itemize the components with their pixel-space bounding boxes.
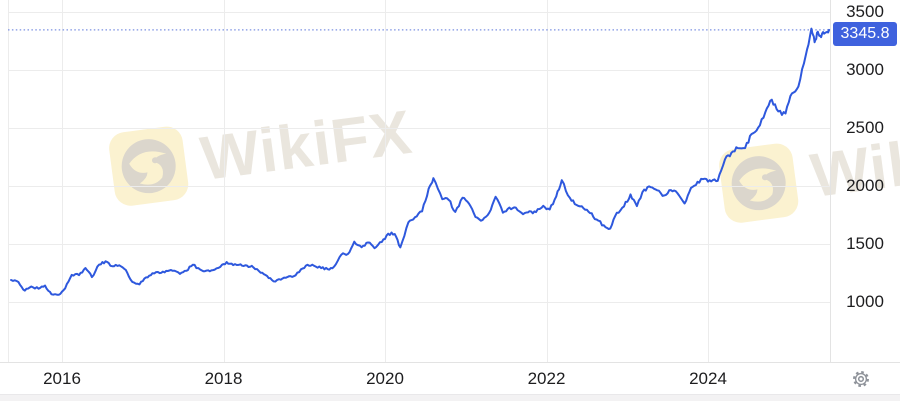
watermark: WikiFX [107,95,416,208]
x-axis-tick-label: 2022 [527,369,566,388]
bottom-scrollbar-track [0,394,900,401]
x-axis-tick-label: 2020 [366,369,404,388]
current-price-badge: 3345.8 [833,22,897,46]
wikifx-logo-icon [717,141,801,225]
settings-gear-icon[interactable] [850,368,872,390]
y-axis-tick-label: 2500 [846,118,884,137]
wikifx-logo-icon [107,124,191,208]
x-axis-tick-label: 2024 [689,369,727,388]
watermark: WikiFX [717,112,900,225]
y-axis-tick-label: 1500 [846,234,884,253]
price-series-line [10,27,831,296]
y-axis-tick-label: 1000 [846,292,884,311]
y-axis-tick-label: 2000 [846,176,884,195]
y-axis-tick-label: 3000 [846,60,884,79]
y-axis-tick-label: 3500 [846,2,884,21]
x-axis-tick-label: 2018 [204,369,243,388]
x-axis-tick-label: 2016 [43,369,81,388]
